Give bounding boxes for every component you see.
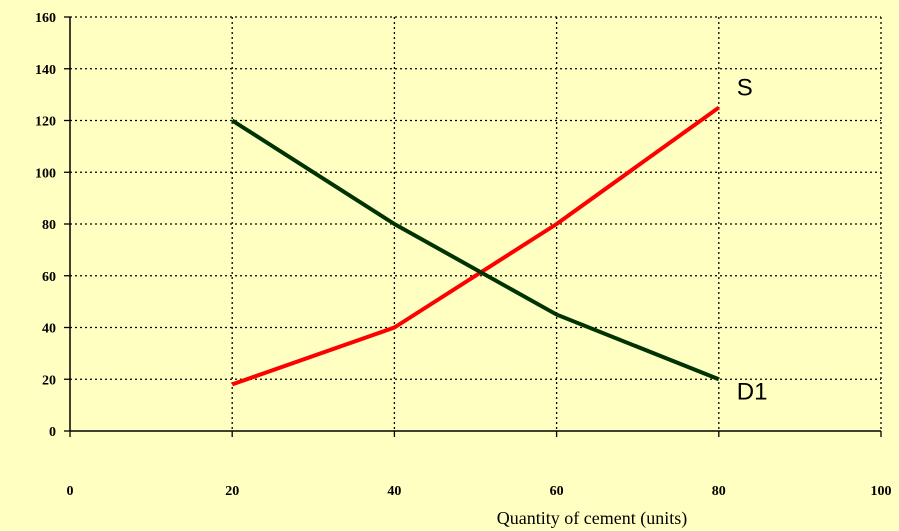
series-line-d1 <box>231 118 720 382</box>
series-label-s: S <box>737 75 753 102</box>
y-tick-label: 120 <box>35 115 56 130</box>
y-tick-label: 40 <box>42 322 56 337</box>
series-label-d1: D1 <box>737 378 768 405</box>
axes <box>64 16 882 437</box>
y-tick-label: 80 <box>42 218 56 233</box>
labels: 0 20 40 60 80 100 120 140 160 0 20 40 60 80 100 S D1 <box>35 11 892 499</box>
x-tick-label: 100 <box>871 484 892 499</box>
x-tick-label: 60 <box>550 484 564 499</box>
y-tick-label: 0 <box>49 425 56 440</box>
series-lines <box>231 105 720 387</box>
y-tick-label: 140 <box>35 63 56 78</box>
grid-lines <box>70 16 882 431</box>
x-tick-label: 0 <box>67 484 74 499</box>
x-tick-label: 20 <box>225 484 239 499</box>
x-tick-label: 80 <box>712 484 726 499</box>
y-tick-label: 160 <box>35 11 56 26</box>
x-tick-label: 40 <box>387 484 401 499</box>
series-line-s <box>231 105 720 387</box>
y-tick-label: 20 <box>42 373 56 388</box>
y-tick-label: 60 <box>42 270 56 285</box>
y-tick-label: 100 <box>35 166 56 181</box>
x-axis-label: Quantity of cement (units) <box>497 508 687 529</box>
